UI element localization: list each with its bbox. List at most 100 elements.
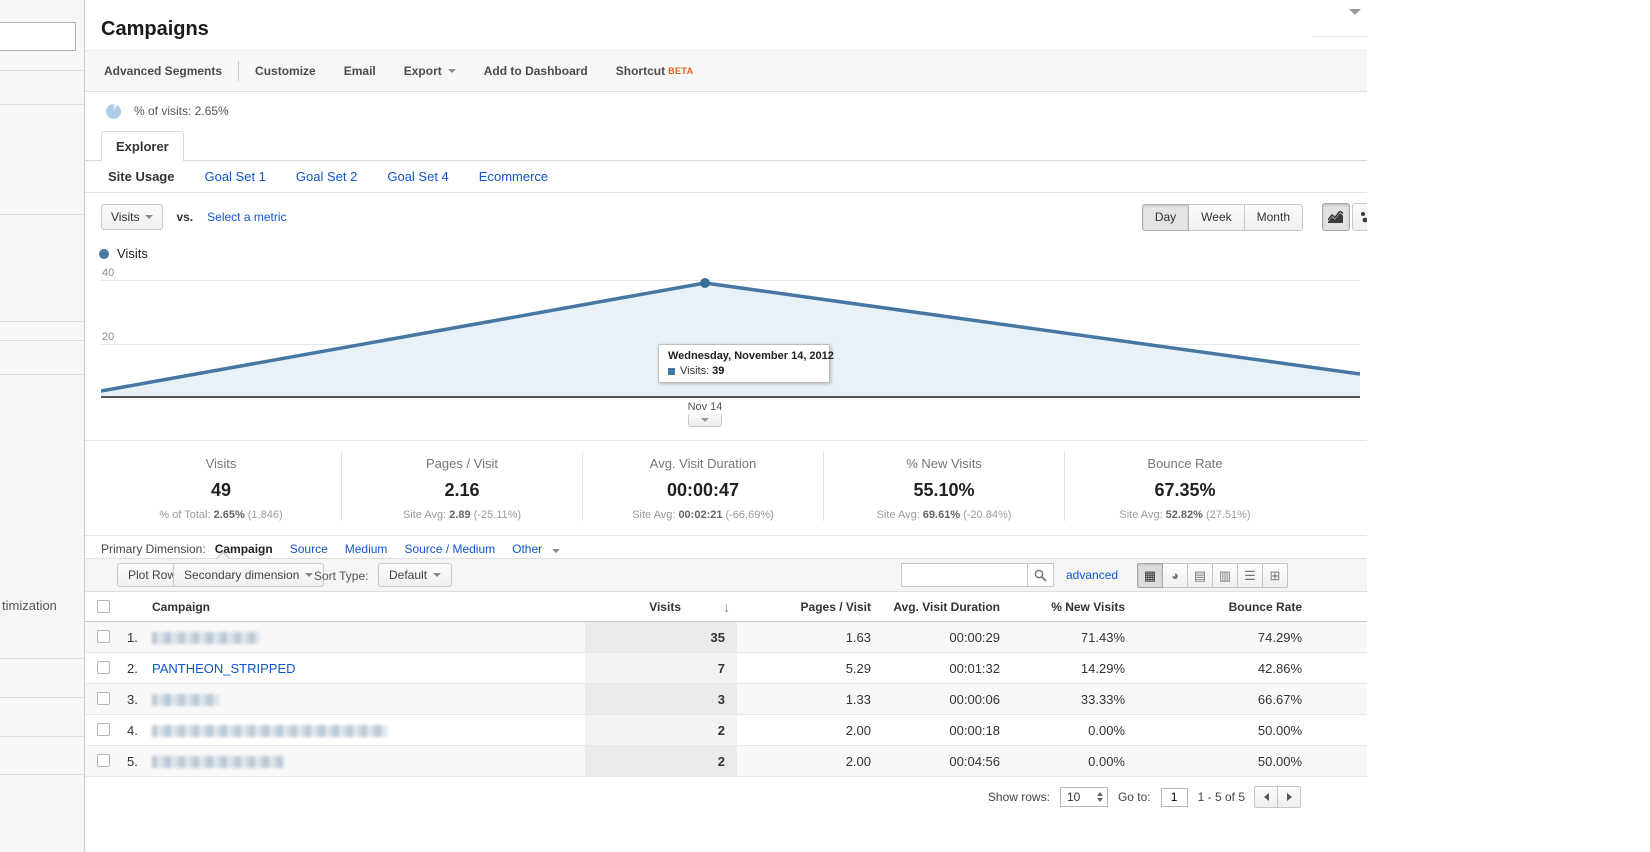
rows-per-page-select[interactable]: 10 bbox=[1059, 787, 1108, 807]
dimension-source[interactable]: Source bbox=[289, 542, 328, 556]
subtab-bar: Site Usage Goal Set 1 Goal Set 2 Goal Se… bbox=[85, 161, 1367, 193]
sidebar-divider bbox=[0, 104, 84, 105]
cell-avg-visit-duration: 00:04:56 bbox=[949, 754, 1000, 769]
cell-visits: 3 bbox=[717, 692, 725, 707]
sort-descending-icon[interactable]: ↓ bbox=[723, 599, 730, 615]
metric-dropdown[interactable]: Visits bbox=[101, 204, 164, 230]
percentage-view-icon[interactable]: ◕ bbox=[1162, 563, 1188, 588]
scorecard-subtext: Site Avg: 69.61% (-20.84%) bbox=[876, 509, 1012, 521]
term-cloud-view-icon[interactable]: ☰ bbox=[1237, 563, 1263, 588]
line-chart-button[interactable] bbox=[1322, 203, 1350, 231]
granularity-day-button[interactable]: Day bbox=[1141, 204, 1190, 231]
page-title: Campaigns bbox=[101, 18, 209, 40]
column-header-avg-visit-duration[interactable]: Avg. Visit Duration bbox=[893, 600, 1000, 614]
sort-type-dropdown[interactable]: Default bbox=[378, 563, 453, 587]
row-index: 4. bbox=[127, 723, 138, 738]
axis-collapse-handle[interactable] bbox=[688, 414, 722, 427]
subtab-goal-set-1[interactable]: Goal Set 1 bbox=[204, 169, 266, 184]
section-divider bbox=[85, 440, 1367, 441]
scorecard-value: 49 bbox=[210, 480, 232, 500]
next-page-button[interactable] bbox=[1277, 786, 1301, 808]
scorecard-subtext: % of Total: 2.65% (1,846) bbox=[159, 509, 283, 521]
granularity-month-button[interactable]: Month bbox=[1243, 204, 1303, 231]
row-index: 2. bbox=[127, 661, 138, 676]
tab-explorer[interactable]: Explorer bbox=[101, 131, 184, 161]
cell-visits: 2 bbox=[717, 723, 725, 738]
select-metric-link[interactable]: Select a metric bbox=[207, 210, 287, 224]
granularity-week-button[interactable]: Week bbox=[1188, 204, 1245, 231]
sidebar-item-optimization[interactable]: timization bbox=[2, 598, 57, 613]
legend-label: Visits bbox=[117, 246, 148, 261]
subtab-goal-set-4[interactable]: Goal Set 4 bbox=[387, 169, 449, 184]
column-header-campaign[interactable]: Campaign bbox=[152, 600, 211, 614]
report-panel: Campaigns Advanced Segments Customize Em… bbox=[85, 0, 1367, 852]
sidebar-divider bbox=[0, 340, 84, 341]
secondary-dimension-dropdown[interactable]: Secondary dimension bbox=[173, 563, 325, 587]
chevron-down-icon bbox=[305, 573, 314, 577]
cell-bounce-rate: 50.00% bbox=[1257, 723, 1302, 738]
row-checkbox[interactable] bbox=[97, 692, 110, 705]
scorecard-label: Avg. Visit Duration bbox=[649, 456, 757, 471]
advanced-search-link[interactable]: advanced bbox=[1066, 568, 1119, 582]
x-axis-line bbox=[101, 396, 1360, 398]
chevron-down-icon bbox=[701, 418, 709, 422]
dimension-medium[interactable]: Medium bbox=[344, 542, 388, 556]
performance-view-icon[interactable]: ▤ bbox=[1187, 563, 1213, 588]
motion-chart-icon bbox=[1361, 212, 1367, 223]
cell-avg-visit-duration: 00:01:32 bbox=[949, 661, 1000, 676]
row-checkbox[interactable] bbox=[97, 630, 110, 643]
cell-bounce-rate: 42.86% bbox=[1257, 661, 1302, 676]
row-index: 1. bbox=[127, 630, 138, 645]
row-index: 3. bbox=[127, 692, 138, 707]
goto-page-input[interactable] bbox=[1160, 787, 1188, 807]
search-button[interactable] bbox=[1027, 563, 1054, 587]
subtab-goal-set-2[interactable]: Goal Set 2 bbox=[295, 169, 358, 184]
primary-dimension-bar: Primary Dimension: Campaign Source Mediu… bbox=[101, 540, 577, 558]
campaign-link[interactable]: PANTHEON_STRIPPED bbox=[152, 661, 296, 676]
cell-visits: 7 bbox=[717, 661, 725, 676]
cell-bounce-rate: 66.67% bbox=[1257, 692, 1302, 707]
scorecard-value: 00:00:47 bbox=[666, 480, 740, 500]
chevron-right-icon bbox=[1286, 793, 1292, 801]
comparison-view-icon[interactable]: ▥ bbox=[1212, 563, 1238, 588]
column-header-new-visits[interactable]: % New Visits bbox=[1051, 600, 1125, 614]
dimension-source-medium[interactable]: Source / Medium bbox=[404, 542, 496, 556]
data-point-marker[interactable] bbox=[700, 278, 710, 288]
tooltip-series-label: Visits: bbox=[680, 365, 710, 377]
sidebar-search-input[interactable] bbox=[0, 22, 76, 51]
cell-new-visits: 0.00% bbox=[1088, 723, 1125, 738]
chevron-down-icon[interactable] bbox=[1349, 9, 1361, 15]
table-view-icon[interactable]: ▦ bbox=[1137, 563, 1163, 588]
customize-button[interactable]: Customize bbox=[255, 64, 316, 78]
email-button[interactable]: Email bbox=[343, 64, 376, 78]
row-checkbox[interactable] bbox=[97, 754, 110, 767]
select-all-checkbox[interactable] bbox=[97, 600, 110, 613]
column-header-pages-per-visit[interactable]: Pages / Visit bbox=[800, 600, 871, 614]
previous-page-button[interactable] bbox=[1254, 786, 1278, 808]
table-search-input[interactable] bbox=[901, 563, 1028, 587]
sorted-column-shade bbox=[585, 653, 737, 683]
arrow-down-icon bbox=[1096, 798, 1103, 802]
row-range: 1 - 5 of 5 bbox=[1197, 790, 1245, 804]
row-checkbox[interactable] bbox=[97, 723, 110, 736]
dimension-other-dropdown[interactable]: Other bbox=[512, 542, 560, 556]
sidebar-divider bbox=[0, 321, 84, 322]
action-bar-separator bbox=[238, 61, 240, 81]
pivot-view-icon[interactable]: ⊞ bbox=[1262, 563, 1288, 588]
scorecard-avg-visit-duration: Avg. Visit Duration 00:00:47 Site Avg: 00… bbox=[582, 452, 823, 521]
export-button[interactable]: Export bbox=[404, 64, 456, 78]
column-header-bounce-rate[interactable]: Bounce Rate bbox=[1228, 600, 1302, 614]
shortcut-label: Shortcut bbox=[615, 64, 666, 78]
row-checkbox[interactable] bbox=[97, 661, 110, 674]
motion-chart-button[interactable] bbox=[1352, 203, 1367, 231]
scorecard-label: % New Visits bbox=[906, 456, 982, 471]
scorecard-row: Visits 49 % of Total: 2.65% (1,846) Pages … bbox=[101, 452, 1305, 521]
add-to-dashboard-button[interactable]: Add to Dashboard bbox=[483, 64, 588, 78]
subtab-site-usage[interactable]: Site Usage bbox=[108, 169, 175, 184]
chevron-left-icon bbox=[1263, 793, 1269, 801]
advanced-segments-button[interactable]: Advanced Segments bbox=[104, 64, 223, 78]
subtab-ecommerce[interactable]: Ecommerce bbox=[478, 169, 549, 184]
column-header-visits[interactable]: Visits ↓ bbox=[585, 592, 730, 622]
shortcut-button[interactable]: Shortcut BETA bbox=[616, 64, 694, 78]
